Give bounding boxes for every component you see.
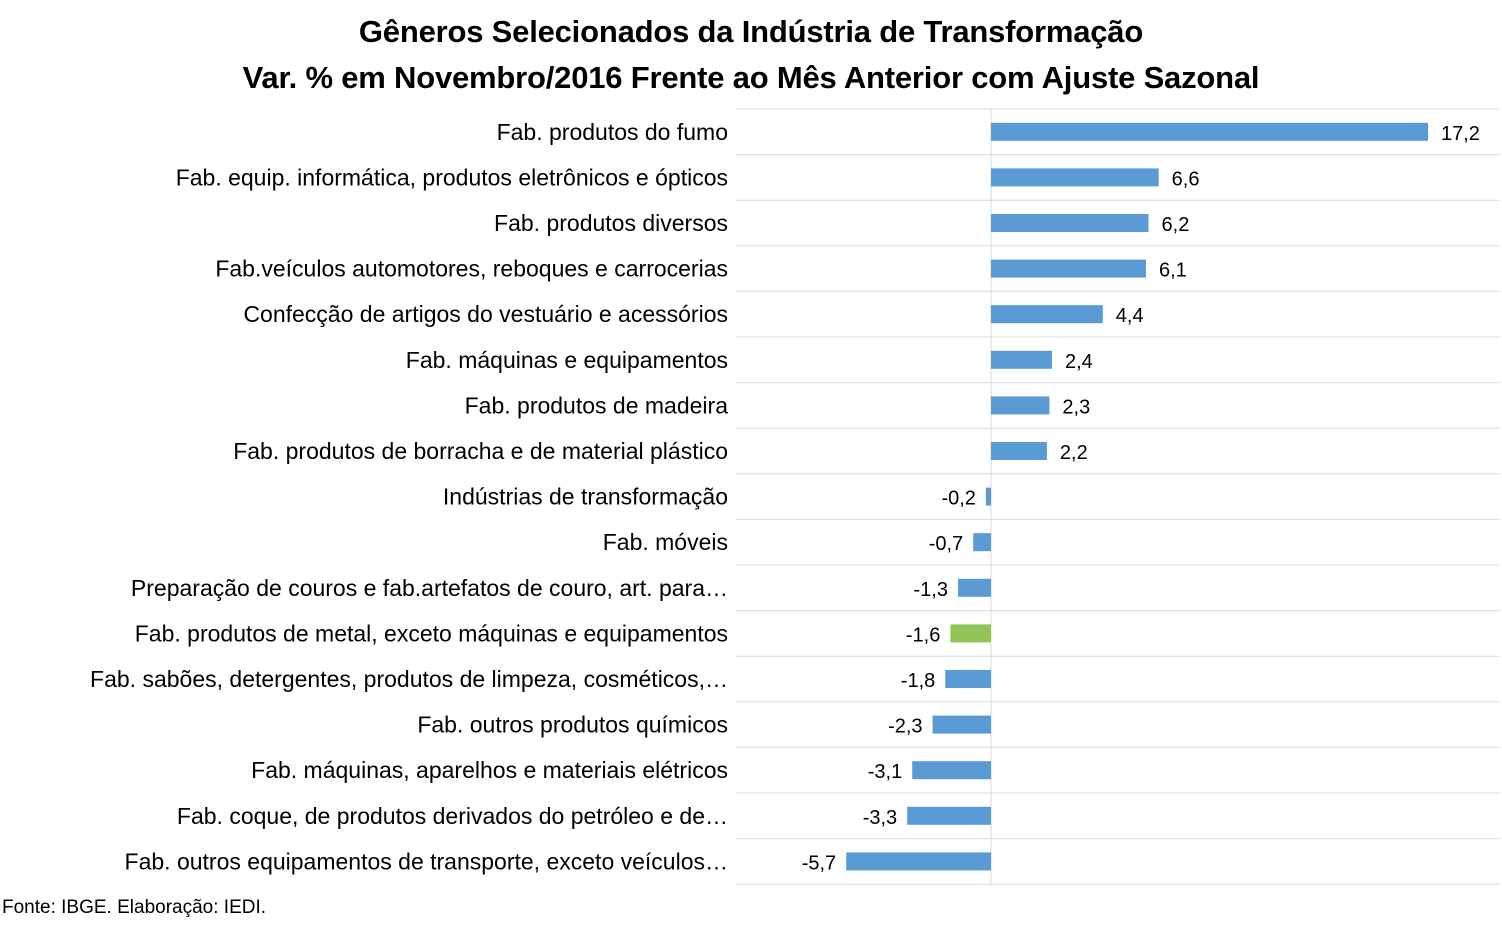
category-label: Fab. produtos de madeira (465, 392, 729, 418)
bar-0 (991, 122, 1428, 141)
bar-13 (932, 715, 991, 734)
data-label: -1,8 (901, 670, 935, 692)
data-label: 4,4 (1116, 305, 1144, 327)
category-label: Fab. outros equipamentos de transporte, … (125, 848, 728, 874)
data-label: -0,7 (929, 533, 963, 555)
chart-subtitle: Var. % em Novembro/2016 Frente ao Mês An… (242, 60, 1260, 95)
category-label: Indústrias de transformação (443, 484, 728, 510)
data-label: 2,3 (1062, 396, 1090, 418)
chart-title: Gêneros Selecionados da Indústria de Tra… (358, 14, 1144, 49)
data-label: 6,2 (1162, 214, 1190, 236)
data-label: 2,4 (1065, 351, 1093, 373)
bar-9 (973, 533, 991, 552)
category-label: Fab.veículos automotores, reboques e car… (215, 256, 728, 282)
data-label: -5,7 (802, 852, 836, 874)
bar-7 (991, 442, 1047, 460)
category-label: Preparação de couros e fab.artefatos de … (131, 575, 728, 601)
bar-14 (912, 761, 991, 780)
data-label: 6,6 (1172, 168, 1200, 190)
data-label: 6,1 (1159, 260, 1187, 282)
bar-6 (991, 396, 1050, 415)
data-label: 17,2 (1441, 123, 1480, 145)
category-label: Fab. outros produtos químicos (417, 712, 728, 738)
category-label: Fab. máquinas, aparelhos e materiais elé… (251, 757, 728, 783)
category-label: Fab. produtos de borracha e de material … (233, 438, 728, 464)
bar-12 (945, 670, 991, 688)
bar-4 (991, 305, 1103, 324)
category-label: Confecção de artigos do vestuário e aces… (243, 301, 728, 327)
category-label: Fab. equip. informática, produtos eletrô… (176, 164, 728, 190)
data-label: -0,2 (941, 488, 975, 510)
data-label: -1,3 (914, 579, 948, 601)
data-label: -1,6 (906, 624, 940, 646)
category-label: Fab. sabões, detergentes, produtos de li… (90, 666, 728, 692)
bar-11 (950, 624, 991, 643)
category-label: Fab. coque, de produtos derivados do pet… (177, 803, 728, 829)
category-label: Fab. produtos do fumo (497, 119, 728, 145)
data-label: -3,1 (868, 761, 902, 783)
category-label: Fab. produtos de metal, exceto máquinas … (135, 620, 728, 646)
bar-16 (846, 852, 991, 871)
category-label: Fab. máquinas e equipamentos (406, 347, 728, 373)
bar-15 (907, 806, 991, 825)
category-label: Fab. móveis (603, 529, 728, 555)
bar-8 (985, 487, 991, 506)
data-label: -3,3 (863, 807, 897, 829)
data-label: -2,3 (888, 716, 922, 738)
data-label: 2,2 (1060, 442, 1088, 464)
bar-3 (991, 259, 1146, 278)
bar-2 (991, 214, 1149, 232)
source-note: Fonte: IBGE. Elaboração: IEDI. (2, 897, 267, 918)
category-label: Fab. produtos diversos (494, 210, 728, 236)
bar-1 (991, 168, 1159, 187)
bar-5 (991, 350, 1052, 369)
bar-10 (957, 578, 991, 597)
